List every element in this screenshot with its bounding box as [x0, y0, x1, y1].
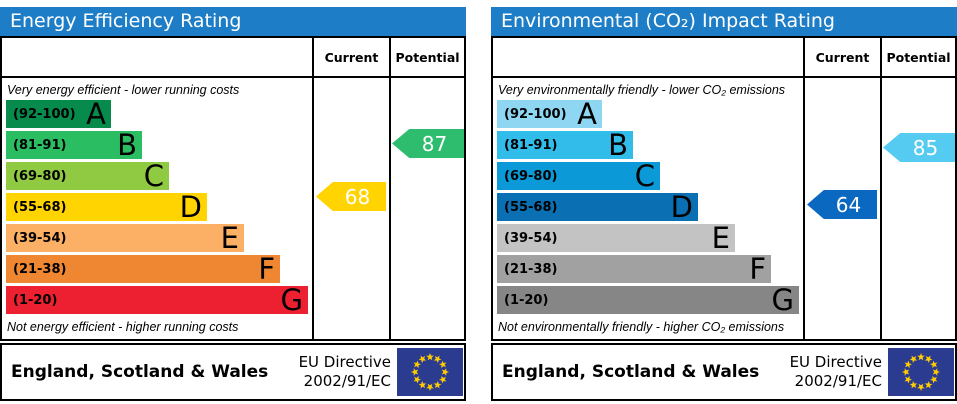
band-row-b: (81-91) B	[497, 128, 633, 162]
band-row-d: (55-68) D	[497, 190, 698, 224]
eu-flag-icon	[888, 348, 954, 396]
band-range-label: (21-38)	[504, 261, 558, 277]
potential-value-column: 87	[389, 78, 464, 339]
band-letter: F	[258, 252, 275, 286]
panel-footer: England, Scotland & Wales EU Directive 2…	[0, 343, 466, 401]
potential-rating-arrow: 85	[883, 133, 955, 162]
band-letter: C	[634, 159, 655, 193]
band-row-g: (1-20) G	[6, 283, 308, 317]
band-row-f: (21-38) F	[6, 252, 280, 286]
band-range-label: (1-20)	[13, 292, 58, 308]
panel-title: Environmental (CO₂) Impact Rating	[491, 7, 957, 36]
band-row-c: (69-80) C	[497, 159, 660, 193]
eu-directive-line1: EU Directive	[789, 353, 882, 371]
rating-table: Current Potential Very environmentally f…	[491, 36, 957, 341]
table-body: Very energy efficient - lower running co…	[2, 78, 464, 339]
band-letter: C	[143, 159, 164, 193]
band-letter: D	[670, 190, 693, 224]
eu-directive-label: EU Directive 2002/91/EC	[299, 353, 397, 391]
panel-title: Energy Efficiency Rating	[0, 7, 466, 36]
current-rating-arrow: 64	[807, 190, 877, 219]
rating-bands: (92-100) A (81-91) B (69-80) C (55-68)	[493, 97, 803, 317]
band-row-f: (21-38) F	[497, 252, 771, 286]
rating-bands: (92-100) A (81-91) B (69-80) C (55-68)	[2, 97, 312, 317]
chart-column-header	[2, 38, 312, 76]
band-range-label: (1-20)	[504, 292, 549, 308]
band-range-label: (55-68)	[13, 199, 67, 215]
band-chart-area: Very environmentally friendly - lower CO…	[493, 78, 803, 339]
band-letter: B	[608, 128, 628, 162]
table-body: Very environmentally friendly - lower CO…	[493, 78, 955, 339]
band-letter: A	[86, 97, 106, 131]
band-range-label: (39-54)	[13, 230, 67, 246]
band-row-c: (69-80) C	[6, 159, 169, 193]
region-label: England, Scotland & Wales	[502, 362, 760, 382]
bottom-note: Not energy efficient - higher running co…	[7, 320, 239, 334]
potential-column-header: Potential	[389, 38, 464, 76]
current-column-header: Current	[312, 38, 389, 76]
band-range-label: (69-80)	[13, 168, 67, 184]
band-letter: D	[179, 190, 202, 224]
table-header-row: Current Potential	[493, 38, 955, 78]
eu-directive-label: EU Directive 2002/91/EC	[790, 353, 888, 391]
current-value-column: 68	[312, 78, 389, 339]
band-range-label: (92-100)	[13, 106, 76, 122]
eu-flag-icon	[397, 348, 463, 396]
band-range-label: (69-80)	[504, 168, 558, 184]
bottom-note: Not environmentally friendly - higher CO…	[498, 320, 785, 334]
rating-table: Current Potential Very energy efficient …	[0, 36, 466, 341]
band-range-label: (55-68)	[504, 199, 558, 215]
band-letter: E	[711, 221, 730, 255]
environmental-co2-impact-rating-panel: Environmental (CO₂) Impact Rating Curren…	[491, 7, 957, 401]
table-header-row: Current Potential	[2, 38, 464, 78]
band-range-label: (92-100)	[504, 106, 567, 122]
band-letter: F	[749, 252, 766, 286]
current-rating-arrow: 68	[316, 182, 386, 211]
top-note: Very environmentally friendly - lower CO…	[498, 83, 786, 97]
band-range-label: (21-38)	[13, 261, 67, 277]
band-row-b: (81-91) B	[6, 128, 142, 162]
band-range-label: (81-91)	[504, 137, 558, 153]
band-row-a: (92-100) A	[497, 97, 602, 131]
potential-column-header: Potential	[880, 38, 955, 76]
eu-directive-line1: EU Directive	[298, 353, 391, 371]
current-column-header: Current	[803, 38, 880, 76]
band-letter: B	[117, 128, 137, 162]
current-value-column: 64	[803, 78, 880, 339]
potential-value-column: 85	[880, 78, 955, 339]
band-row-g: (1-20) G	[497, 283, 799, 317]
top-note: Very energy efficient - lower running co…	[7, 83, 240, 97]
band-row-a: (92-100) A	[6, 97, 111, 131]
eu-directive-line2: 2002/91/EC	[303, 372, 391, 390]
band-row-e: (39-54) E	[497, 221, 735, 255]
band-row-e: (39-54) E	[6, 221, 244, 255]
potential-rating-arrow: 87	[392, 129, 464, 158]
region-label: England, Scotland & Wales	[11, 362, 269, 382]
band-letter: E	[220, 221, 239, 255]
band-range-label: (81-91)	[13, 137, 67, 153]
eu-directive-line2: 2002/91/EC	[794, 372, 882, 390]
band-letter: G	[771, 283, 794, 317]
band-letter: A	[577, 97, 597, 131]
energy-efficiency-rating-panel: Energy Efficiency Rating Current Potenti…	[0, 7, 466, 401]
band-row-d: (55-68) D	[6, 190, 207, 224]
band-letter: G	[280, 283, 303, 317]
chart-column-header	[493, 38, 803, 76]
band-chart-area: Very energy efficient - lower running co…	[2, 78, 312, 339]
band-range-label: (39-54)	[504, 230, 558, 246]
panel-footer: England, Scotland & Wales EU Directive 2…	[491, 343, 957, 401]
